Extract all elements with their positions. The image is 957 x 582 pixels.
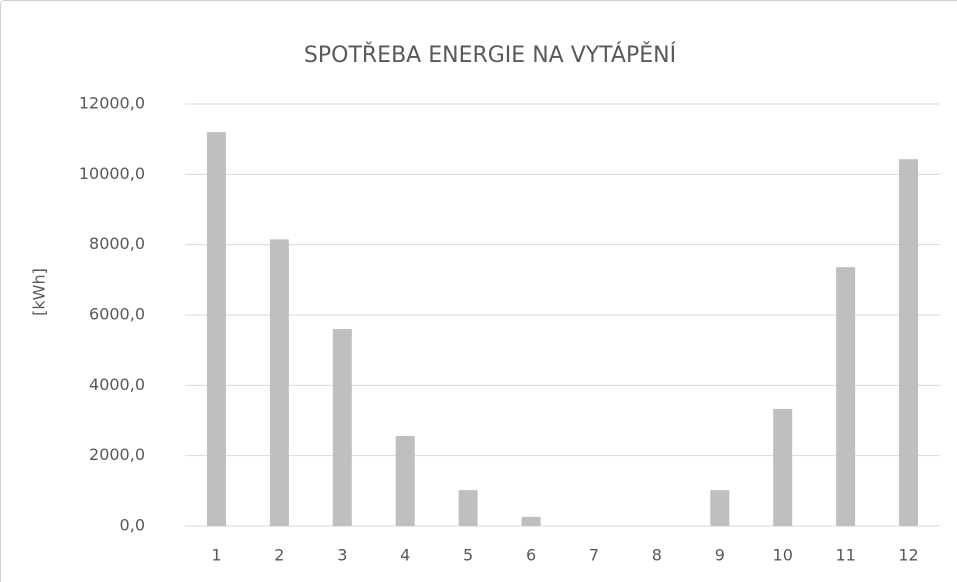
x-tick-label: 8 xyxy=(652,546,662,565)
x-tick-label: 7 xyxy=(589,546,599,565)
bar xyxy=(395,435,415,526)
y-tick-label: 10000,0 xyxy=(79,164,145,183)
y-tick-label: 4000,0 xyxy=(89,375,145,394)
x-tick-label: 2 xyxy=(274,546,284,565)
y-tick-label: 0,0 xyxy=(120,516,145,535)
bar xyxy=(269,239,289,526)
x-tick-label: 4 xyxy=(400,546,410,565)
y-tick-label: 6000,0 xyxy=(89,305,145,324)
x-tick-label: 10 xyxy=(773,546,793,565)
bar xyxy=(521,516,541,526)
x-tick-label: 12 xyxy=(898,546,918,565)
x-tick-label: 9 xyxy=(715,546,725,565)
x-tick-label: 3 xyxy=(337,546,347,565)
bar xyxy=(899,159,919,526)
bar xyxy=(710,490,730,526)
x-tick-label: 1 xyxy=(211,546,221,565)
x-tick-label: 5 xyxy=(463,546,473,565)
bar xyxy=(332,329,352,526)
y-axis-label: [kWh] xyxy=(30,268,49,316)
y-tick-label: 12000,0 xyxy=(79,94,145,113)
y-tick-label: 2000,0 xyxy=(89,445,145,464)
bar xyxy=(458,490,478,526)
bar xyxy=(206,132,226,526)
bar xyxy=(836,267,856,526)
x-tick-label: 6 xyxy=(526,546,536,565)
x-tick-label: 11 xyxy=(835,546,855,565)
bar xyxy=(773,408,793,526)
chart-title: SPOTŘEBA ENERGIE NA VYTÁPĚNÍ xyxy=(304,42,676,68)
y-tick-label: 8000,0 xyxy=(89,234,145,253)
